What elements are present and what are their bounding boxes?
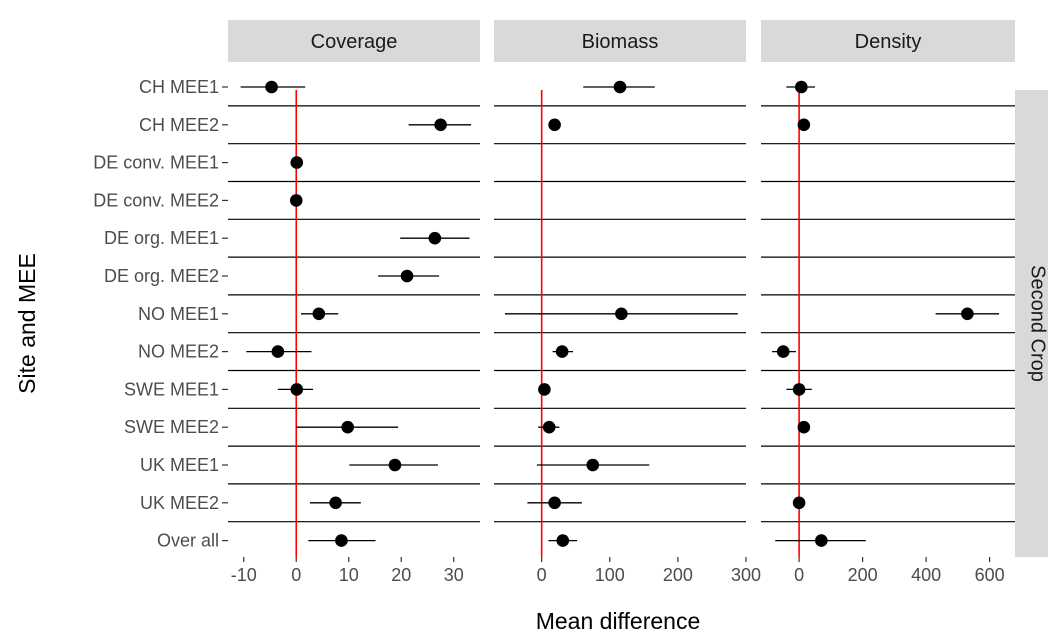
y-tick-label: Over all <box>157 531 219 551</box>
x-tick-label: 100 <box>595 565 625 585</box>
y-tick-label: SWE MEE2 <box>124 417 219 437</box>
estimate-point <box>265 80 278 94</box>
y-tick-label: UK MEE1 <box>140 455 219 475</box>
estimate-point <box>776 345 790 358</box>
x-tick-label: 200 <box>848 565 878 585</box>
estimate-point <box>795 80 808 94</box>
y-tick-label: DE conv. MEE2 <box>93 190 219 210</box>
estimate-point <box>797 420 811 434</box>
estimate-point <box>335 534 348 547</box>
estimate-point <box>329 496 342 510</box>
strip-label-biomass: Biomass <box>582 31 659 53</box>
panel-density: Density 0 200 400 600 <box>761 20 1015 585</box>
y-tick-label: NO MEE1 <box>138 304 219 324</box>
estimate-point <box>555 345 569 358</box>
x-tick-label: 400 <box>911 565 941 585</box>
y-tick-label: DE org. MEE2 <box>104 266 219 286</box>
y-tick-label: DE org. MEE1 <box>104 228 219 248</box>
x-tick-label: 600 <box>975 565 1005 585</box>
estimate-point <box>792 383 806 396</box>
estimate-point <box>271 345 285 358</box>
estimate-point <box>312 307 326 321</box>
y-axis-category-labels: CH MEE1 CH MEE2 DE conv. MEE1 DE conv. MEE2… <box>93 77 228 551</box>
x-tick-label: 200 <box>663 565 693 585</box>
panel-biomass: Biomass 0 100 200 300 <box>494 20 761 585</box>
estimate-point <box>542 420 556 434</box>
y-tick-label: NO MEE2 <box>138 342 219 362</box>
estimate-point <box>586 458 600 472</box>
estimate-point <box>792 496 806 510</box>
estimate-point <box>289 194 303 207</box>
strip-background-coverage <box>228 20 480 62</box>
x-tick-label: 20 <box>391 565 411 585</box>
estimate-point <box>434 118 447 132</box>
x-tick-label: 30 <box>444 565 464 585</box>
estimate-point <box>538 383 551 396</box>
x-tick-label: 0 <box>291 565 301 585</box>
y-tick-label: UK MEE2 <box>140 493 219 513</box>
strip-label-density: Density <box>855 31 922 53</box>
estimate-point <box>961 307 974 321</box>
strip-label-coverage: Coverage <box>311 31 398 53</box>
estimate-point <box>341 420 355 434</box>
y-tick-label: CH MEE1 <box>139 77 219 97</box>
estimate-point <box>797 118 811 132</box>
panel-coverage: Coverage -10 0 10 20 30 <box>228 20 480 585</box>
x-tick-label: 0 <box>537 565 547 585</box>
y-tick-label: SWE MEE1 <box>124 379 219 399</box>
estimate-point <box>613 80 627 94</box>
estimate-point <box>615 307 628 321</box>
estimate-point <box>556 534 570 547</box>
estimate-point <box>815 534 828 547</box>
row-facet-strip: Second Crop <box>1015 90 1049 557</box>
y-axis-title: Site and MEE <box>14 253 40 394</box>
estimate-point <box>428 231 442 245</box>
strip-background-density <box>761 20 1015 62</box>
x-tick-label: 300 <box>731 565 761 585</box>
estimate-point <box>400 269 414 283</box>
estimate-point <box>388 458 402 472</box>
x-axis-title: Mean difference <box>536 608 701 634</box>
y-tick-label: DE conv. MEE1 <box>93 153 219 173</box>
x-tick-label: 10 <box>339 565 359 585</box>
x-tick-label: -10 <box>231 565 257 585</box>
strip-background-biomass <box>494 20 746 62</box>
row-strip-background <box>1015 90 1048 557</box>
estimate-point <box>548 496 561 510</box>
estimate-point <box>290 156 304 169</box>
y-tick-label: CH MEE2 <box>139 115 219 135</box>
row-strip-label: Second Crop <box>1027 265 1049 382</box>
estimate-point <box>548 118 561 132</box>
estimate-point <box>290 383 304 396</box>
x-tick-label: 0 <box>794 565 804 585</box>
